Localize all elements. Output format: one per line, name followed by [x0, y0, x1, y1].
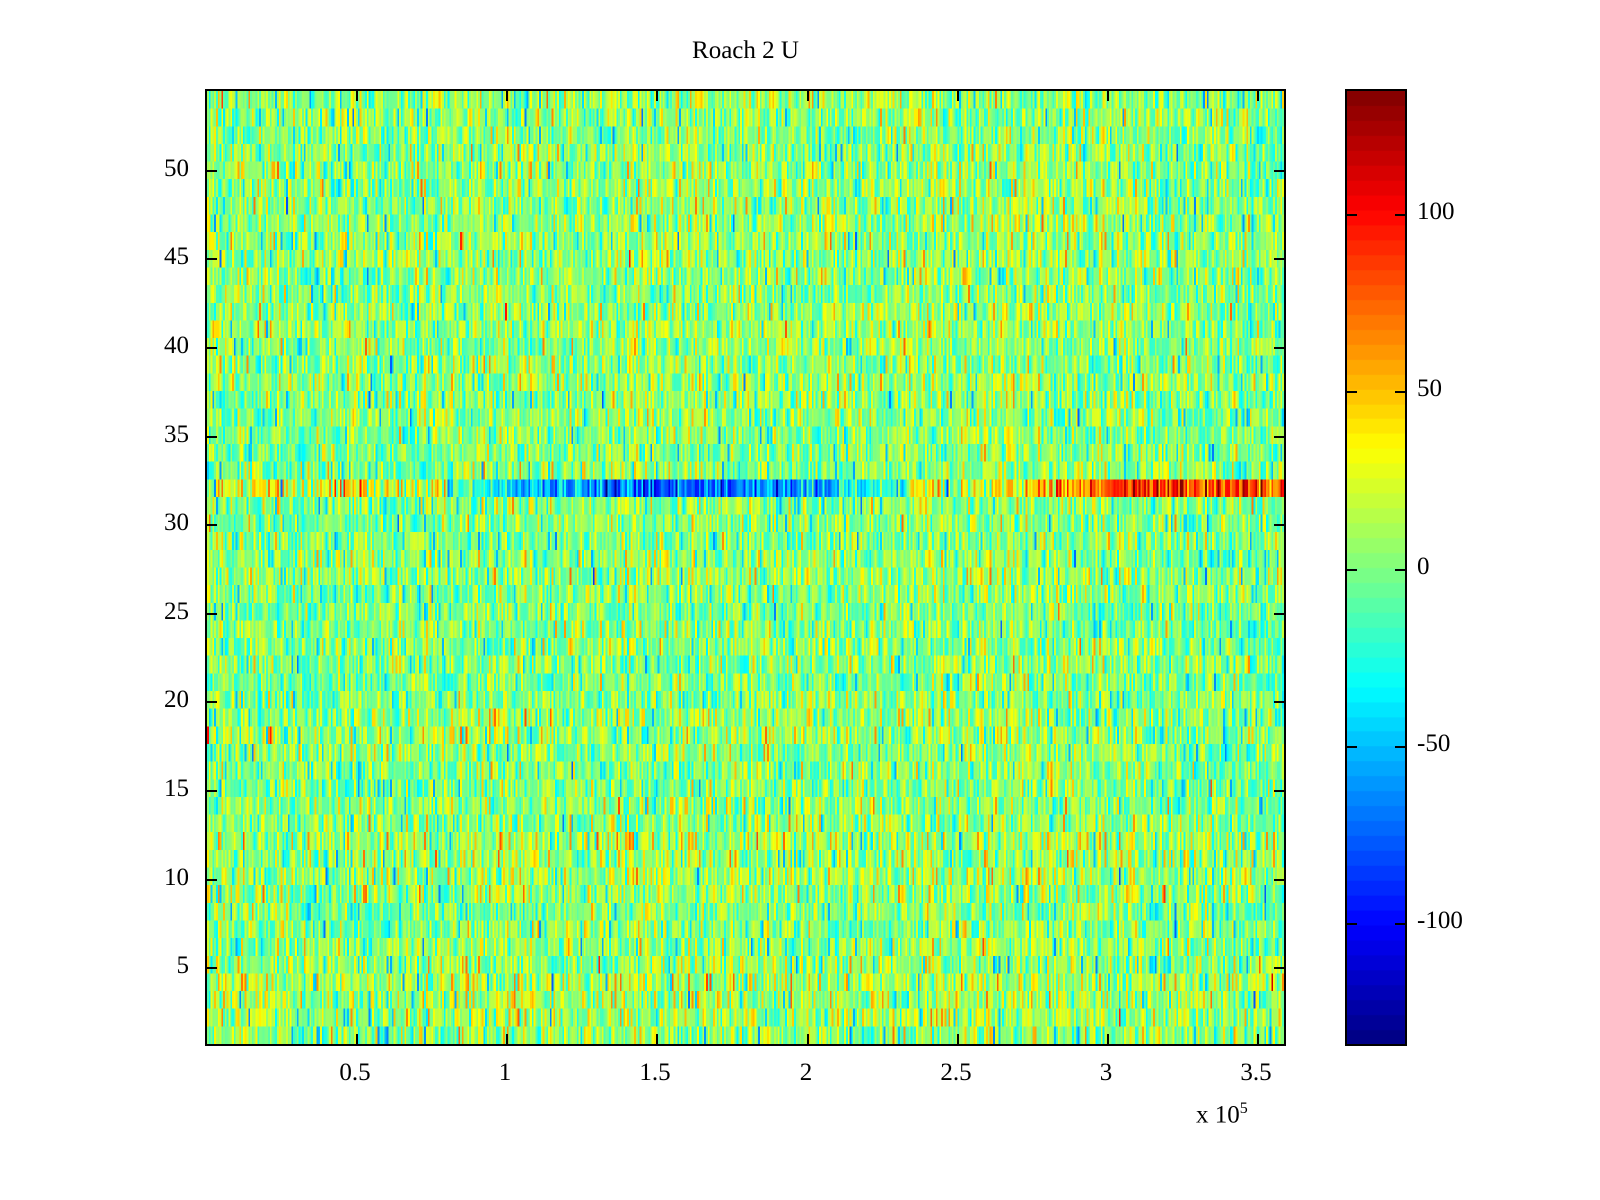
y-axis-tick [1274, 347, 1284, 349]
x-axis-exponent-label: x 105 [1196, 1100, 1248, 1129]
x-axis-tick-label: 2 [799, 1059, 813, 1086]
colorbar-tick-label: 100 [1417, 198, 1455, 225]
y-axis-tick [1274, 436, 1284, 438]
heatmap-image [207, 91, 1284, 1044]
x-axis-tick [356, 1034, 358, 1044]
colorbar-tick [1395, 923, 1405, 925]
y-axis-tick [207, 347, 217, 349]
y-axis-tick [207, 967, 217, 969]
x-exponent-power: 5 [1239, 1100, 1248, 1117]
colorbar-tick [1347, 746, 1357, 748]
x-axis-tick-label: 3.5 [1240, 1059, 1272, 1086]
x-axis-tick [356, 91, 358, 101]
colorbar-tick [1347, 923, 1357, 925]
x-axis-tick-label: 1 [498, 1059, 512, 1086]
colorbar-tick [1395, 746, 1405, 748]
colorbar-tick [1347, 214, 1357, 216]
y-axis-tick-label: 20 [164, 686, 189, 713]
colorbar-tick-label: 50 [1417, 375, 1442, 402]
x-axis-tick [506, 91, 508, 101]
x-axis-tick [656, 1034, 658, 1044]
y-axis-tick-label: 45 [164, 243, 189, 270]
y-axis-tick [207, 258, 217, 260]
y-axis-tick [1274, 613, 1284, 615]
x-axis-tick [1257, 1034, 1259, 1044]
colorbar-tick [1395, 214, 1405, 216]
y-axis-tick [207, 436, 217, 438]
x-axis-tick-label: 1.5 [639, 1059, 671, 1086]
colorbar-tick-label: 0 [1417, 553, 1430, 580]
x-axis-tick-label: 0.5 [339, 1059, 371, 1086]
x-axis-tick-label: 2.5 [940, 1059, 972, 1086]
y-axis-tick [207, 879, 217, 881]
y-axis-tick [207, 524, 217, 526]
y-axis-tick-label: 50 [164, 155, 189, 182]
colorbar-tick-label: -100 [1417, 907, 1463, 934]
colorbar-gradient [1347, 91, 1405, 1044]
y-axis-tick-label: 15 [164, 775, 189, 802]
colorbar-tick [1347, 391, 1357, 393]
x-exponent-base: x 10 [1196, 1101, 1240, 1129]
y-axis-tick [1274, 879, 1284, 881]
y-axis-tick [1274, 524, 1284, 526]
colorbar-tick [1395, 391, 1405, 393]
x-axis-tick [1107, 1034, 1109, 1044]
x-axis-tick [656, 91, 658, 101]
y-axis-tick [207, 613, 217, 615]
y-axis-tick [207, 170, 217, 172]
y-axis-tick-label: 10 [164, 864, 189, 891]
heatmap-pixels [207, 91, 1284, 1044]
y-axis-tick [1274, 701, 1284, 703]
y-axis-tick [1274, 170, 1284, 172]
y-axis-tick-label: 25 [164, 598, 189, 625]
x-axis-tick [957, 91, 959, 101]
x-axis-tick [506, 1034, 508, 1044]
colorbar-tick [1347, 569, 1357, 571]
x-axis-tick-label: 3 [1099, 1059, 1113, 1086]
y-axis-tick-label: 5 [176, 952, 190, 979]
y-axis-tick [1274, 967, 1284, 969]
x-axis-tick [1107, 91, 1109, 101]
y-axis-tick [207, 790, 217, 792]
x-axis-tick [957, 1034, 959, 1044]
y-axis-tick [207, 701, 217, 703]
y-axis-tick [1274, 258, 1284, 260]
y-axis-tick-label: 40 [164, 332, 189, 359]
y-axis-tick-label: 30 [164, 509, 189, 536]
heatmap-axes[interactable] [205, 89, 1286, 1046]
colorbar[interactable] [1345, 89, 1407, 1046]
x-axis-tick [807, 1034, 809, 1044]
y-axis-tick [1274, 790, 1284, 792]
colorbar-tick-label: -50 [1417, 730, 1451, 757]
x-axis-tick [1257, 91, 1259, 101]
y-axis-tick-label: 35 [164, 421, 189, 448]
x-axis-tick [807, 91, 809, 101]
page-title: Roach 2 U [692, 37, 799, 64]
colorbar-tick [1395, 569, 1405, 571]
